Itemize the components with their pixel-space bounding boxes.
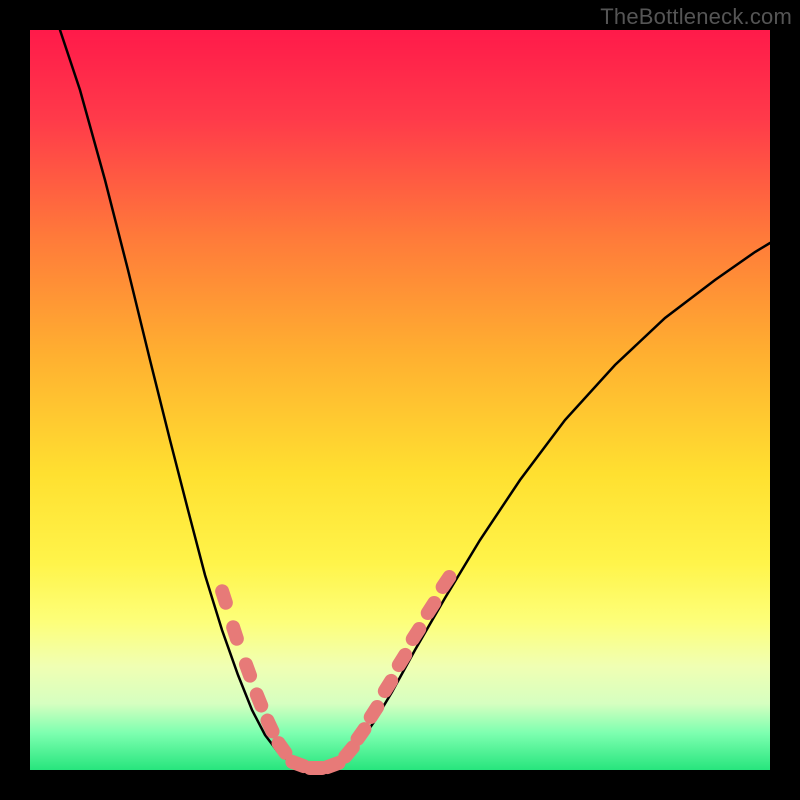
bottleneck-curve-plot (0, 0, 800, 800)
watermark-text: TheBottleneck.com (600, 4, 792, 30)
chart-container: TheBottleneck.com (0, 0, 800, 800)
